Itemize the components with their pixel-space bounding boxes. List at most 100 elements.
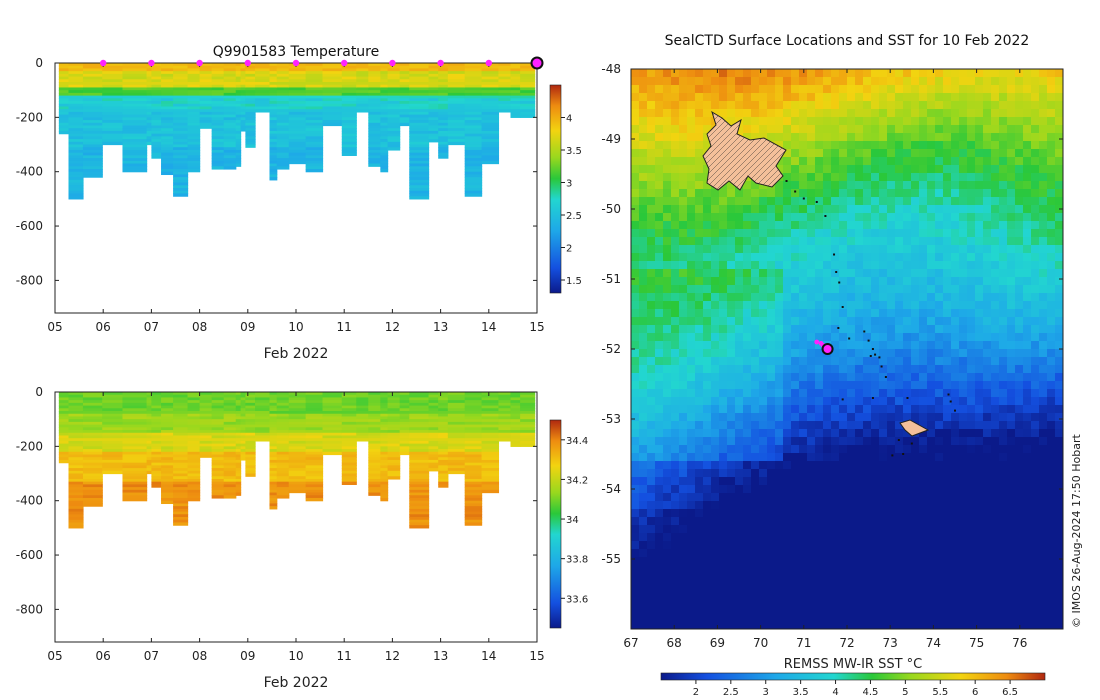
sst-cell bbox=[791, 189, 800, 198]
section-cell bbox=[211, 446, 225, 450]
section-cell bbox=[161, 114, 174, 118]
section-cell bbox=[380, 402, 389, 407]
sst-cell bbox=[1055, 245, 1063, 254]
section-cell bbox=[447, 392, 466, 396]
section-cell bbox=[520, 114, 536, 118]
sst-cell bbox=[671, 277, 680, 286]
section-cell bbox=[68, 438, 84, 442]
section-cell bbox=[235, 438, 242, 442]
sst-cell bbox=[815, 205, 824, 214]
sst-cell bbox=[815, 125, 824, 134]
sst-cell bbox=[719, 381, 728, 390]
section-cell bbox=[510, 84, 521, 89]
section-cell bbox=[380, 413, 389, 418]
section-cell bbox=[481, 489, 500, 494]
sst-cell bbox=[1055, 101, 1063, 110]
section-cell bbox=[245, 73, 256, 78]
sst-cell bbox=[1007, 405, 1016, 414]
surface-marker bbox=[485, 59, 492, 67]
sst-cell bbox=[727, 365, 736, 374]
sst-cell bbox=[959, 285, 968, 294]
section-cell bbox=[438, 84, 449, 89]
section-cell bbox=[161, 478, 174, 483]
section-cell bbox=[409, 525, 430, 529]
sst-cell bbox=[855, 165, 864, 174]
section-cell bbox=[122, 155, 148, 159]
sst-cell bbox=[671, 149, 680, 158]
sst-cell bbox=[807, 173, 816, 182]
section-cell bbox=[223, 481, 237, 485]
section-cell bbox=[341, 432, 357, 437]
sst-cell bbox=[663, 93, 672, 102]
sst-cell bbox=[847, 69, 856, 78]
sst-cell bbox=[871, 245, 880, 254]
sst-cell bbox=[807, 381, 816, 390]
section-cell bbox=[305, 465, 324, 469]
sst-cell bbox=[759, 341, 768, 350]
sst-cell bbox=[815, 109, 824, 118]
sst-cell bbox=[759, 317, 768, 326]
section-cell bbox=[68, 419, 84, 423]
section-cell bbox=[269, 76, 278, 80]
section-cell bbox=[387, 141, 401, 146]
section-cell bbox=[173, 133, 189, 137]
section-cell bbox=[368, 468, 381, 472]
section-cell bbox=[235, 160, 242, 165]
sst-cell bbox=[655, 261, 664, 270]
sst-cell bbox=[711, 205, 720, 214]
section-cell bbox=[269, 103, 278, 108]
section-cell bbox=[428, 397, 439, 401]
section-cell bbox=[223, 462, 237, 466]
sst-cell bbox=[983, 397, 992, 406]
section-cell bbox=[520, 106, 536, 110]
sst-cell bbox=[799, 205, 808, 214]
sst-cell bbox=[631, 253, 640, 262]
sst-cell bbox=[767, 357, 776, 366]
section-cell bbox=[276, 411, 290, 415]
colorbar-tick-label: 3.5 bbox=[566, 146, 582, 157]
sst-cell bbox=[959, 333, 968, 342]
section-cell bbox=[464, 117, 483, 121]
section-cell bbox=[102, 397, 124, 401]
section-cell bbox=[409, 497, 430, 502]
section-cell bbox=[240, 87, 246, 91]
sst-cell bbox=[679, 397, 688, 406]
sst-cell bbox=[1015, 381, 1024, 390]
sst-cell bbox=[903, 245, 912, 254]
section-cell bbox=[199, 416, 213, 420]
section-cell bbox=[161, 109, 174, 113]
section-cell bbox=[409, 495, 430, 499]
section-cell bbox=[438, 459, 449, 464]
section-cell bbox=[173, 470, 189, 475]
section-cell bbox=[187, 465, 201, 469]
sst-cell bbox=[711, 229, 720, 238]
sst-cell bbox=[679, 381, 688, 390]
section-cell bbox=[245, 136, 256, 140]
sst-cell bbox=[711, 189, 720, 198]
section-cell bbox=[82, 430, 103, 434]
sst-cell bbox=[703, 317, 712, 326]
sst-cell bbox=[1023, 309, 1032, 318]
sst-cell bbox=[799, 253, 808, 262]
sst-cell bbox=[679, 317, 688, 326]
section-cell bbox=[269, 171, 278, 176]
sst-cell bbox=[975, 69, 984, 78]
sst-cell bbox=[895, 197, 904, 206]
section-cell bbox=[122, 128, 148, 132]
sst-cell bbox=[935, 229, 944, 238]
section-cell bbox=[510, 79, 521, 83]
section-cell bbox=[82, 451, 103, 456]
sst-cell bbox=[919, 197, 928, 206]
section-cell bbox=[58, 435, 70, 439]
sst-cell bbox=[895, 397, 904, 406]
sst-cell bbox=[815, 69, 824, 78]
section-cell bbox=[305, 495, 324, 499]
sst-cell bbox=[695, 405, 704, 414]
section-cell bbox=[235, 440, 242, 445]
section-cell bbox=[235, 400, 242, 404]
sst-cell bbox=[1015, 69, 1024, 78]
section-cell bbox=[409, 394, 430, 399]
sst-cell bbox=[647, 69, 656, 78]
section-cell bbox=[269, 147, 278, 151]
section-cell bbox=[223, 400, 237, 404]
